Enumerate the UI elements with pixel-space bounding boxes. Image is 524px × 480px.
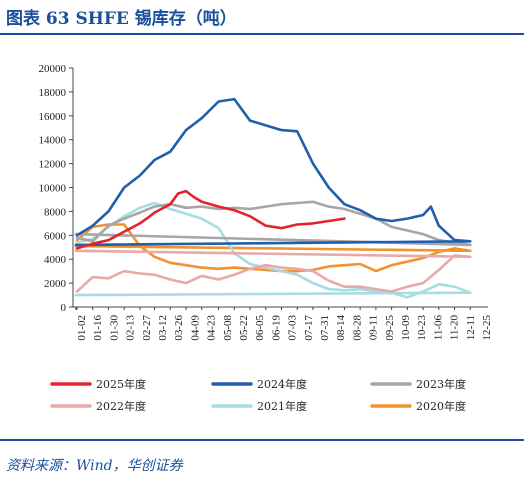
x-tick-label: 03-12 <box>157 315 169 341</box>
chart-series-lines <box>74 97 472 299</box>
x-tick-label: 01-02 <box>76 315 88 341</box>
y-tick-label: 6000 <box>44 230 67 242</box>
x-tick-label: 05-22 <box>238 315 250 341</box>
x-tick-label: 06-05 <box>254 315 266 341</box>
footer-divider <box>0 439 524 441</box>
inventory-line-chart: 0 2000 4000 6000 8000 10000 12000 14000 16000 180… <box>39 63 494 413</box>
x-tick-label: 02-13 <box>125 315 137 341</box>
y-tick-label: 2000 <box>44 278 67 290</box>
y-tick-label: 10000 <box>39 183 67 195</box>
legend-label: 2022年度 <box>96 399 146 413</box>
legend-label: 2021年度 <box>257 399 307 413</box>
x-tick-label: 12-25 <box>481 315 493 341</box>
chart-axes: 0 2000 4000 6000 8000 10000 12000 14000 16000 180… <box>39 63 494 341</box>
x-tick-label: 12-11 <box>465 315 477 340</box>
legend-label: 2023年度 <box>416 377 466 391</box>
x-tick-label: 07-31 <box>319 315 331 341</box>
legend-label: 2024年度 <box>257 377 307 391</box>
x-tick-label: 04-09 <box>189 315 201 341</box>
x-tick-label: 05-08 <box>222 315 234 341</box>
y-tick-label: 14000 <box>39 135 67 147</box>
x-tick-label: 09-25 <box>384 315 396 341</box>
source-note: 资料来源：Wind，华创证券 <box>6 458 183 474</box>
y-tick-label: 16000 <box>39 111 67 123</box>
y-tick-label: 20000 <box>39 63 67 75</box>
x-tick-label: 08-28 <box>351 315 363 341</box>
legend-label: 2025年度 <box>96 377 146 391</box>
x-tick-label: 07-03 <box>287 315 299 341</box>
x-tick-label: 11-06 <box>432 315 444 341</box>
x-tick-label: 01-30 <box>108 315 120 341</box>
series-line <box>74 249 472 293</box>
series-line <box>74 97 472 247</box>
chart-legend: 2025年度 2024年度 2023年度 2022年度 2021年度 2020年度 <box>50 377 466 413</box>
chart-title: 图表 63 SHFE 锡库存（吨） <box>6 9 237 29</box>
x-tick-label: 02-27 <box>141 315 153 341</box>
x-tick-label: 10-23 <box>416 315 428 341</box>
series-line <box>74 200 472 247</box>
y-tick-label: 0 <box>61 302 67 314</box>
x-tick-label: 09-11 <box>368 315 380 340</box>
x-tick-label: 04-23 <box>206 315 218 341</box>
x-tick-label: 03-26 <box>173 315 185 341</box>
x-tick-label: 08-14 <box>335 315 347 341</box>
series-line <box>75 189 346 250</box>
legend-label: 2020年度 <box>416 399 466 413</box>
x-tick-label: 01-16 <box>92 315 104 341</box>
title-divider <box>0 33 524 35</box>
y-tick-label: 4000 <box>44 254 67 266</box>
y-tick-label: 8000 <box>44 206 67 218</box>
y-tick-label: 18000 <box>39 87 67 99</box>
x-tick-label: 07-17 <box>303 315 315 341</box>
x-tick-label: 06-19 <box>270 315 282 341</box>
series-line <box>74 201 472 299</box>
x-tick-label: 10-09 <box>400 315 412 341</box>
y-tick-label: 12000 <box>39 159 67 171</box>
x-tick-label: 11-20 <box>449 315 461 341</box>
